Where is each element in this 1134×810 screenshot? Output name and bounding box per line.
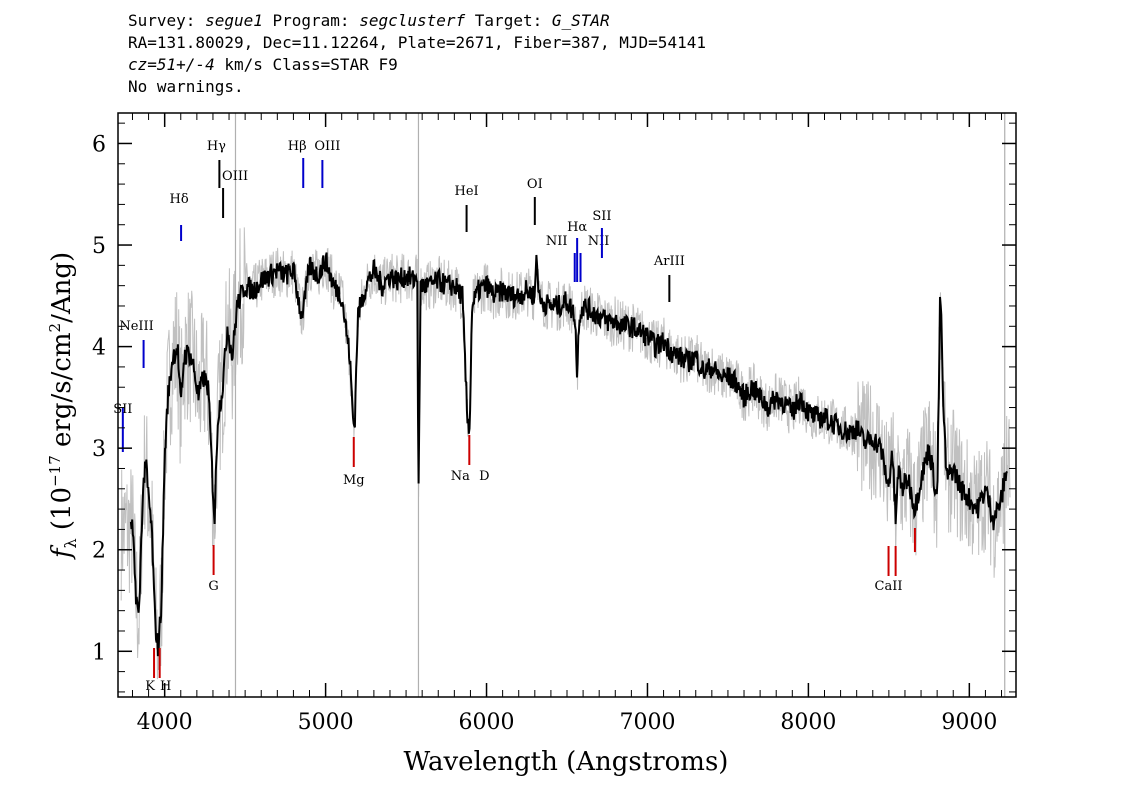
header-line-warnings: No warnings.: [128, 77, 244, 96]
x-tick-label: 7000: [619, 710, 675, 735]
y-tick-label: 6: [92, 132, 106, 157]
emission-line-label: NeIII: [119, 319, 153, 334]
emission-line-label: Hα: [567, 220, 587, 235]
survey-value: segue1: [205, 11, 263, 30]
header-line-redshift: cz=51+/-4 km/s Class=STAR F9: [128, 54, 706, 76]
plot-frame: [117, 112, 1017, 698]
x-tick-label: 8000: [780, 710, 836, 735]
y-tick-label: 2: [92, 539, 106, 564]
header-line-survey: Survey: segue1 Program: segclusterf Targ…: [128, 10, 706, 32]
emission-line-label: OIII: [222, 169, 248, 184]
header-line-coords: RA=131.80029, Dec=11.12264, Plate=2671, …: [128, 33, 706, 52]
emission-line-label: Hγ: [207, 139, 226, 154]
x-axis-title: Wavelength (Angstroms): [404, 747, 729, 777]
emission-line-label: OIII: [314, 139, 340, 154]
cz-value: cz=51+/-4: [128, 55, 215, 74]
absorption-line-label: H: [160, 679, 171, 694]
absorption-line-label: CaII: [875, 579, 903, 594]
spectrum-line: [129, 252, 1008, 657]
emission-line-label: SII: [113, 402, 132, 417]
emission-line-label: SII: [592, 209, 611, 224]
target-label: Target:: [465, 11, 552, 30]
y-tick-label: 4: [92, 336, 106, 361]
class-value: km/s Class=STAR F9: [214, 55, 398, 74]
y-tick-label: 5: [92, 234, 106, 259]
emission-line-label: HeI: [454, 184, 478, 199]
instrument-lines: [234, 113, 1006, 697]
absorption-line-label: Na: [451, 469, 470, 484]
program-value: segclusterf: [359, 11, 466, 30]
x-tick-label: 6000: [459, 710, 515, 735]
x-tick-label: 5000: [298, 710, 354, 735]
x-tick-label: 9000: [941, 710, 997, 735]
svg-text:fλ (10−17 erg/s/cm2/Ang): fλ (10−17 erg/s/cm2/Ang): [46, 252, 80, 560]
program-label: Program:: [262, 11, 360, 30]
absorption-line-label: Mg: [343, 473, 365, 488]
emission-line-label: Hδ: [169, 192, 188, 207]
y-axis-title: fλ (10−17 erg/s/cm2/Ang): [46, 252, 80, 560]
target-value: G_STAR: [551, 11, 610, 30]
emission-line-label: NII: [588, 234, 610, 249]
absorption-line-label: K: [145, 679, 155, 694]
axes: 4000 5000 6000 7000 8000 9000 1 2 3 4 5 6: [92, 112, 1017, 735]
absorption-line-label: D: [479, 469, 489, 484]
smoothed-spectrum: [129, 252, 1008, 657]
emission-line-label: Hβ: [288, 139, 307, 154]
emission-line-label: NII: [546, 234, 568, 249]
spectrum-header: Survey: segue1 Program: segclusterf Targ…: [128, 10, 706, 98]
x-tick-label: 4000: [137, 710, 193, 735]
absorption-line-label: G: [208, 579, 218, 594]
emission-line-label: ArIII: [653, 254, 685, 269]
survey-label: Survey:: [128, 11, 206, 30]
y-tick-label: 1: [92, 640, 106, 665]
y-tick-label: 3: [92, 437, 106, 462]
emission-line-label: OI: [527, 177, 543, 192]
